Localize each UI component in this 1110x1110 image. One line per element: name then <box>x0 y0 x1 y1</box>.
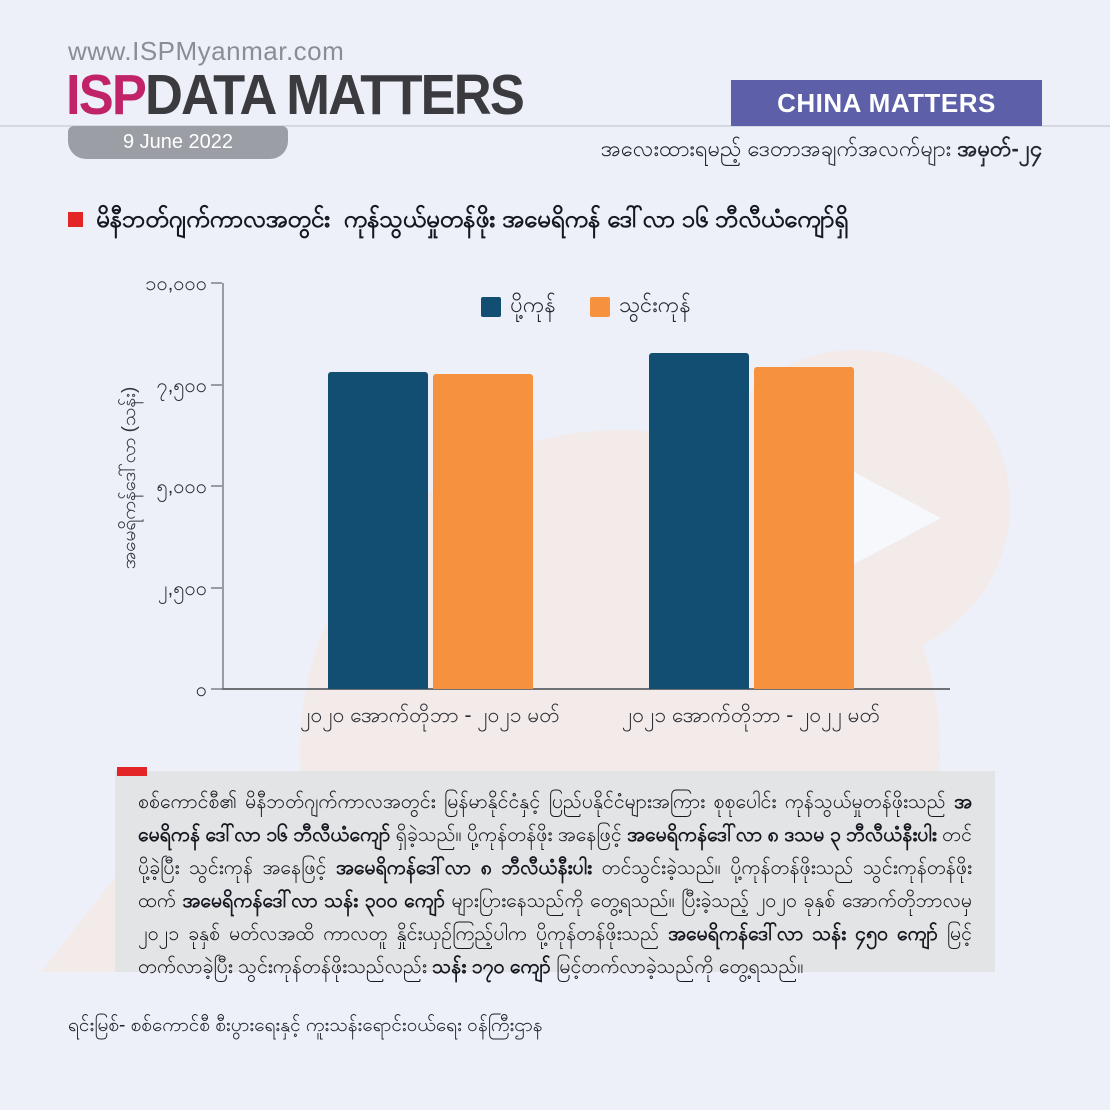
export-bar-2 <box>648 352 749 689</box>
source-citation: ရင်းမြစ်- စစ်ကောင်စီ စီးပွားရေးနှင့် ကူး… <box>68 1015 543 1036</box>
y-tick-label: ၅,၀၀၀ <box>156 476 207 498</box>
y-axis-line <box>222 283 224 689</box>
red-square-bullet-icon <box>68 212 83 227</box>
body-text: စစ်ကောင်စီ၏ မိနီဘတ်ဂျက်ကာလအတွင်း မြန်မာန… <box>138 791 955 813</box>
y-tick-mark <box>211 688 222 690</box>
export-bar-1 <box>327 371 428 689</box>
y-tick-label: ၀ <box>195 679 207 701</box>
body-text: ရှိခဲ့သည်။ ပို့ကုန်တန်ဖိုး အနေဖြင့် <box>390 824 628 846</box>
subtitle-text: အလေးထားရမည့် ဒေတာအချက်အလက်များ <box>600 136 958 161</box>
highlight-value: သန်း ၁၇၀ ကျော် <box>432 956 551 978</box>
china-matters-banner: CHINA MATTERS <box>731 80 1042 126</box>
highlight-value: အမေရိကန် ဒေါ်လာ ၁၆ ဘီလီယံကျော် <box>138 791 972 846</box>
legend-swatch-icon <box>481 296 502 317</box>
y-tick-mark <box>211 485 222 487</box>
chart-legend: ပို့ကုန် သွင်းကုန် <box>222 290 950 323</box>
body-text: တင်ပို့ခဲ့ပြီး သွင်းကုန် အနေဖြင့် <box>138 824 972 879</box>
import-bar-2 <box>753 366 854 689</box>
x-axis-label: ၂၀၂၀ အောက်တိုဘာ - ၂၀၂၁ မတ် <box>300 704 560 727</box>
date-badge: 9 June 2022 <box>68 126 288 159</box>
y-tick-label: ၇,၅၀၀ <box>156 374 207 397</box>
x-axis-label: ၂၀၂၁ အောက်တိုဘာ - ၂၀၂၂ မတ် <box>621 704 881 727</box>
body-text: မြင့်တက်လာခဲ့ပြီး သွင်းကုန်တန်ဖိုးသည်လည်… <box>138 923 972 978</box>
brand-title: ISPDATA MATTERS <box>66 62 525 128</box>
y-tick-mark <box>211 586 222 589</box>
import-bar-1 <box>432 373 533 689</box>
brand-isp: ISP <box>66 63 147 127</box>
header-divider <box>0 125 1110 127</box>
chart-headline: မိနီဘတ်ဂျက်ကာလအတွင်း ကုန်သွယ်မှုတန်ဖိုး … <box>96 206 849 233</box>
body-text: များပြားနေသည်ကို တွေ့ရသည်။ ပြီးခဲ့သည့် ၂… <box>138 890 972 945</box>
body-text: မြင့်တက်လာခဲ့သည်ကို တွေ့ရသည်။ <box>550 956 804 978</box>
x-axis-line <box>222 688 950 690</box>
brand-data-matters: DATA MATTERS <box>145 63 525 127</box>
body-text: တင်သွင်းခဲ့သည်။ ပို့ကုန်တန်ဖိုးသည် သွင်း… <box>138 857 972 912</box>
highlight-value: အမေရိကန်ဒေါ်လာ သန်း ၃၀၀ ကျော် <box>182 890 445 912</box>
y-tick-mark <box>211 383 222 386</box>
trade-bar-chart: အမေရိကန်ဒေါ်လာ (သန်း) ပို့ကုန် သွင်းကုန် … <box>119 273 950 727</box>
legend-item-export: ပို့ကုန် <box>481 290 556 323</box>
analysis-text-box: စစ်ကောင်စီ၏ မိနီဘတ်ဂျက်ကာလအတွင်း မြန်မာန… <box>115 771 995 978</box>
issue-number: အမှတ်-၂၄ <box>957 136 1042 161</box>
legend-swatch-icon <box>589 296 610 317</box>
issue-subtitle: အလေးထားရမည့် ဒေတာအချက်အလက်များ အမှတ်-၂၄ <box>342 134 1042 167</box>
y-tick-label: ၁၀,၀၀၀ <box>145 273 207 295</box>
analysis-paragraph: စစ်ကောင်စီ၏ မိနီဘတ်ဂျက်ကာလအတွင်း မြန်မာန… <box>138 786 972 984</box>
legend-label: သွင်းကုန် <box>618 292 691 317</box>
legend-label: ပို့ကုန် <box>510 292 556 317</box>
legend-item-import: သွင်းကုန် <box>589 290 691 323</box>
y-tick-mark <box>211 282 222 284</box>
website-url: www.ISPMyanmar.com <box>68 36 345 66</box>
highlight-value: အမေရိကန်ဒေါ်လာ ၈ ဘီလီယံနီးပါး <box>335 857 592 879</box>
highlight-value: အမေရိကန်ဒေါ်လာ ၈ ဒသမ ၃ ဘီလီယံနီးပါး <box>627 824 937 846</box>
red-dash-accent <box>117 767 147 776</box>
highlight-value: အမေရိကန်ဒေါ်လာ သန်း ၄၅၀ ကျော် <box>668 923 938 945</box>
y-tick-label: ၂,၅၀၀ <box>157 577 207 600</box>
